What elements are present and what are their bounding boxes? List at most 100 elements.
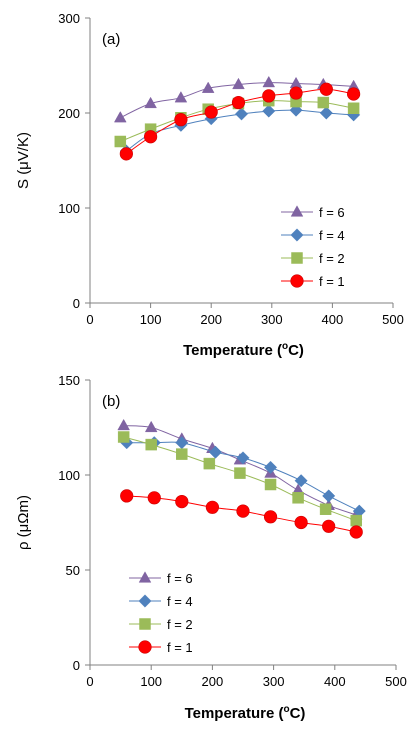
data-point	[119, 147, 133, 161]
data-point	[144, 130, 158, 144]
y-tick-label: 200	[58, 106, 80, 121]
data-point	[145, 438, 157, 451]
y-tick-label: 300	[58, 11, 80, 26]
legend-marker	[138, 640, 152, 654]
data-point	[289, 86, 303, 100]
x-axis-title: Temperature (oC)	[183, 341, 304, 359]
legend-marker	[290, 274, 304, 288]
data-point	[120, 489, 134, 503]
legend-label: f = 1	[167, 640, 193, 655]
data-point	[262, 104, 276, 118]
chart-panel-b: 0 100 200 300 400 500 0 50 100 150 (b) ρ (μΩm) Tempe…	[15, 373, 407, 722]
x-tick-label: 100	[140, 674, 162, 689]
data-point	[262, 75, 276, 88]
x-tick-label: 500	[385, 674, 407, 689]
data-point	[263, 460, 278, 474]
data-point	[294, 515, 308, 530]
x-tick-label: 0	[86, 312, 93, 327]
y-tick-label: 150	[58, 373, 80, 388]
data-point	[205, 500, 219, 514]
legend-marker	[138, 594, 152, 608]
x-tick-label: 400	[324, 674, 346, 689]
panel-label: (a)	[102, 31, 120, 48]
data-point	[322, 489, 336, 503]
data-point	[294, 474, 308, 488]
legend-marker	[291, 252, 303, 264]
data-point	[175, 436, 189, 450]
data-point	[117, 431, 130, 443]
x-axis-title-tail: C)	[290, 705, 306, 722]
data-point	[264, 478, 277, 491]
legend-marker	[139, 618, 151, 630]
data-point	[262, 89, 276, 103]
legend-label: f = 2	[167, 617, 193, 632]
x-axis-title-sup: o	[282, 341, 288, 352]
legend-marker	[290, 205, 304, 217]
data-point	[349, 525, 363, 539]
y-axis-title: ρ (μΩm)	[15, 495, 32, 550]
x-tick-label: 200	[200, 312, 222, 327]
chart-panel-a: 0 100 200 300 400 500 0 100 200 300 (a) S (μV/K) Tem…	[15, 11, 404, 359]
data-point	[236, 504, 250, 518]
data-point	[347, 87, 361, 101]
data-point	[176, 448, 188, 460]
data-point	[289, 76, 303, 89]
x-tick-label: 500	[382, 312, 404, 327]
x-tick-label: 400	[322, 312, 344, 327]
y-tick-label: 100	[58, 201, 80, 216]
legend-label: f = 4	[319, 228, 345, 243]
legend-label: f = 4	[167, 594, 193, 609]
x-axis-title-tail: C)	[288, 342, 304, 359]
data-point	[232, 77, 245, 90]
legend-label: f = 2	[319, 251, 345, 266]
data-point	[236, 451, 250, 465]
series-circle	[119, 82, 361, 161]
y-tick-label: 100	[58, 468, 80, 483]
data-point	[114, 135, 127, 148]
x-axis-title-main: Temperature (	[183, 342, 282, 359]
data-point	[263, 510, 278, 524]
legend-label: f = 1	[319, 274, 345, 289]
legend-marker	[138, 571, 152, 583]
data-point	[201, 81, 215, 93]
legend: f = 6 f = 4 f = 2 f = 1	[281, 205, 345, 289]
legend: f = 6 f = 4 f = 2 f = 1	[129, 571, 193, 655]
x-tick-label: 300	[261, 312, 283, 327]
data-point	[208, 445, 223, 459]
data-point	[292, 492, 304, 504]
data-point	[234, 467, 246, 479]
series-circle	[120, 489, 363, 539]
legend-marker	[290, 228, 304, 242]
y-tick-label: 50	[66, 563, 80, 578]
data-point	[350, 514, 362, 527]
data-point	[175, 495, 189, 509]
legend-label: f = 6	[167, 571, 193, 586]
y-tick-label: 0	[73, 296, 80, 311]
data-point	[319, 503, 332, 515]
data-point	[317, 96, 330, 109]
data-point	[322, 519, 336, 533]
x-tick-label: 100	[140, 312, 162, 327]
x-axis-title-sup: o	[283, 704, 289, 715]
data-point	[203, 457, 216, 470]
series-square	[117, 431, 362, 527]
x-tick-label: 300	[263, 674, 285, 689]
data-point	[117, 418, 130, 431]
y-axis-title: S (μV/K)	[15, 132, 32, 189]
data-point	[234, 107, 249, 121]
data-point	[113, 111, 127, 123]
data-point	[204, 105, 218, 119]
data-point	[174, 91, 188, 103]
data-point	[147, 491, 161, 505]
panel-label: (b)	[102, 393, 120, 410]
x-axis-title-main: Temperature (	[185, 705, 284, 722]
legend-label: f = 6	[319, 205, 345, 220]
data-point	[174, 113, 188, 127]
x-tick-label: 0	[86, 674, 93, 689]
data-point	[144, 96, 157, 109]
x-axis-title: Temperature (oC)	[185, 704, 306, 722]
data-point	[319, 106, 333, 120]
y-tick-label: 0	[73, 658, 80, 673]
data-point	[144, 420, 158, 433]
